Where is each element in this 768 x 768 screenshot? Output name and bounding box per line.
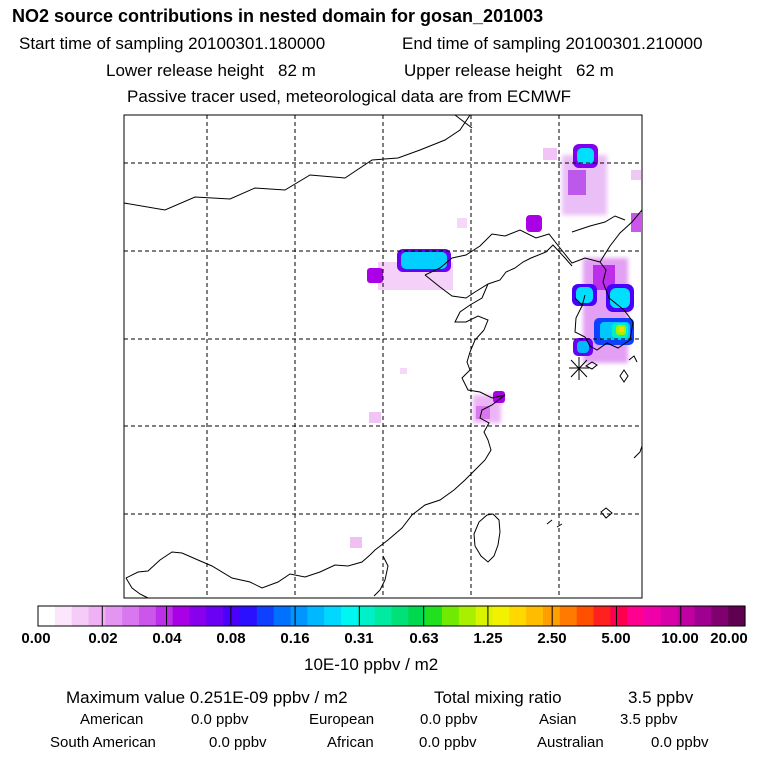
colorbar-swatch [728,606,746,626]
plume-minor-spots [350,148,557,548]
colorbar-swatch [71,606,90,626]
colorbar-swatch [341,606,359,626]
colorbar-swatch [391,606,409,626]
colorbar-swatch [172,606,191,626]
colorbar-swatch [290,606,308,626]
coastlines [123,114,643,599]
colorbar-swatch [627,606,645,626]
region-name-african: African [327,734,374,751]
upper-release-label: Upper release height 62 m [404,61,614,80]
colorbar-swatch [660,606,679,626]
region-value-australian: 0.0 ppbv [651,734,709,751]
colorbar-swatch [593,606,611,626]
colorbar-swatch [442,606,460,626]
colorbar-swatch [38,606,56,626]
colorbar-swatch [559,606,578,626]
colorbar-label-3: 0.08 [216,630,246,647]
maximum-value-label: Maximum value 0.251E-09 ppbv / m2 [66,688,348,707]
colorbar-swatch [240,606,258,626]
colorbar-label-8: 2.50 [537,630,567,647]
colorbar-label-9: 5.00 [601,630,631,647]
colorbar-swatch [374,606,393,626]
colorbar-swatch [610,606,628,626]
plume-korea [572,258,634,363]
colorbar-swatch [139,606,157,626]
colorbar-swatch [105,606,123,626]
region-value-african: 0.0 ppbv [419,734,477,751]
colorbar-swatch [256,606,275,626]
colorbar-swatch [677,606,696,626]
plume-layer [350,144,642,548]
map-panel [123,114,643,599]
map-title: NO2 source contributions in nested domai… [12,6,544,26]
data-source-note: Passive tracer used, meteorological data… [127,87,572,106]
colorbar-swatch [155,606,174,626]
region-name-south-american: South American [50,734,156,751]
colorbar-swatch [54,606,73,626]
colorbar-swatch [458,606,477,626]
colorbar-swatch [492,606,510,626]
region-value-asian: 3.5 ppbv [620,711,678,728]
colorbar-label-7: 1.25 [473,630,503,647]
colorbar-swatch [122,606,140,626]
region-value-south-american: 0.0 ppbv [209,734,267,751]
colorbar-swatch [425,606,443,626]
colorbar-frame [37,605,746,627]
plume-shanghai [473,391,505,423]
colorbar-swatch [88,606,106,626]
colorbar-label-5: 0.31 [344,630,374,647]
graticule [124,115,642,598]
colorbar-label-0: 0.00 [21,630,51,647]
total-mixing-label: Total mixing ratio [434,688,562,707]
colorbar-swatch [324,606,342,626]
colorbar-swatch [526,606,544,626]
colorbar-swatch [694,606,712,626]
plume-beijing-tianjin [367,170,642,290]
receptor-marker [569,357,589,380]
region-name-european: European [309,711,375,728]
end-time-label: End time of sampling 20100301.210000 [402,34,703,53]
lower-release-label: Lower release height 82 m [106,61,316,80]
colorbar [37,605,746,627]
colorbar-label-6: 0.63 [409,630,439,647]
region-name-american: American [80,711,144,728]
region-name-asian: Asian [539,711,577,728]
colorbar-swatch [644,606,662,626]
colorbar-swatch [273,606,292,626]
colorbar-swatch [206,606,224,626]
region-value-american: 0.0 ppbv [191,711,249,728]
plume-north-korea [562,144,607,215]
colorbar-swatch [576,606,595,626]
colorbar-swatch [408,606,426,626]
colorbar-swatch [223,606,241,626]
colorbar-label-2: 0.04 [152,630,182,647]
colorbar-unit: 10E-10 ppbv / m2 [304,655,439,674]
colorbar-label-4: 0.16 [280,630,310,647]
colorbar-label-10: 10.00 [661,630,699,647]
colorbar-label-11: 20.00 [710,630,748,647]
colorbar-swatch [475,606,494,626]
colorbar-swatch [509,606,527,626]
total-mixing-value: 3.5 ppbv [628,688,694,707]
start-time-label: Start time of sampling 20100301.180000 [19,34,326,53]
colorbar-swatch [307,606,325,626]
region-value-european: 0.0 ppbv [420,711,478,728]
colorbar-swatch [357,606,376,626]
region-name-australian: Australian [537,734,604,751]
colorbar-swatch [711,606,729,626]
colorbar-swatch [189,606,207,626]
colorbar-label-1: 0.02 [88,630,118,647]
